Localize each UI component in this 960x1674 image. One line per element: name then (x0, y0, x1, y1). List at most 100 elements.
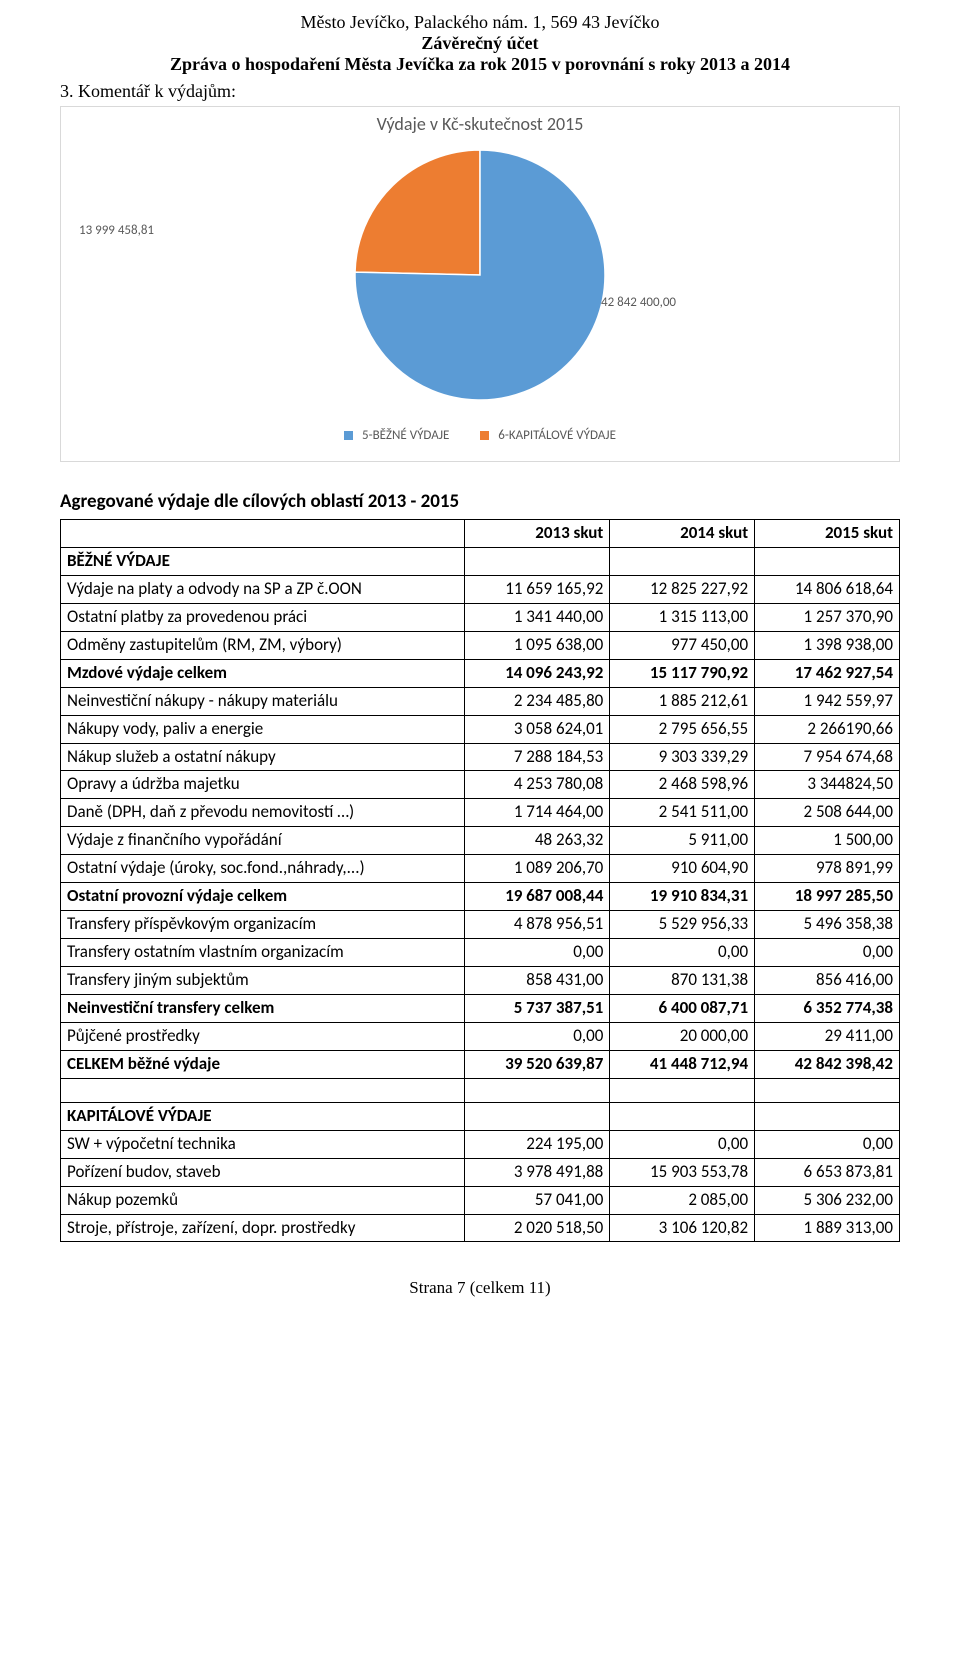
row-val-2015: 1 889 313,00 (755, 1214, 900, 1242)
row-val-2013: 11 659 165,92 (465, 575, 610, 603)
row-val-2014: 5 529 956,33 (610, 911, 755, 939)
row-label: Stroje, přístroje, zařízení, dopr. prost… (61, 1214, 465, 1242)
row-val-2015: 6 352 774,38 (755, 994, 900, 1022)
row-val-2014: 0,00 (610, 939, 755, 967)
row-label: Transfery jiným subjektům (61, 967, 465, 995)
row-val-2013: 1 095 638,00 (465, 631, 610, 659)
table-row: SW + výpočetní technika224 195,000,000,0… (61, 1130, 900, 1158)
legend-item-bezne: 5-BĚŽNÉ VÝDAJE (344, 428, 449, 443)
table-row: Opravy a údržba majetku4 253 780,082 468… (61, 771, 900, 799)
row-val-2013: 48 263,32 (465, 827, 610, 855)
chart-legend: 5-BĚŽNÉ VÝDAJE 6-KAPITÁLOVÉ VÝDAJE (71, 428, 889, 443)
row-val-2015: 0,00 (755, 1130, 900, 1158)
pie-slice-label-bezne: 42 842 400,00 (601, 295, 676, 310)
row-val-2013: 3 058 624,01 (465, 715, 610, 743)
row-label: Daně (DPH, daň z převodu nemovitostí …) (61, 799, 465, 827)
table-row: CELKEM běžné výdaje39 520 639,8741 448 7… (61, 1050, 900, 1078)
row-val-2013: 39 520 639,87 (465, 1050, 610, 1078)
row-label: Půjčené prostředky (61, 1022, 465, 1050)
table-row: Neinvestiční transfery celkem5 737 387,5… (61, 994, 900, 1022)
row-val-2014: 5 911,00 (610, 827, 755, 855)
row-val-2014: 20 000,00 (610, 1022, 755, 1050)
chart-title: Výdaje v Kč-skutečnost 2015 (71, 113, 889, 135)
row-val-2013: 19 687 008,44 (465, 883, 610, 911)
row-val-2015: 1 500,00 (755, 827, 900, 855)
row-val-2014: 9 303 339,29 (610, 743, 755, 771)
row-val-2015: 42 842 398,42 (755, 1050, 900, 1078)
row-val-2015: 18 997 285,50 (755, 883, 900, 911)
row-label: Odměny zastupitelům (RM, ZM, výbory) (61, 631, 465, 659)
table-section-header: BĚŽNÉ VÝDAJE (61, 547, 900, 575)
row-val-2014: 1 885 212,61 (610, 687, 755, 715)
table-row: Neinvestiční nákupy - nákupy materiálu2 … (61, 687, 900, 715)
table-row: Mzdové výdaje celkem14 096 243,9215 117 … (61, 659, 900, 687)
row-val-2014: 12 825 227,92 (610, 575, 755, 603)
row-val-2015: 2 266190,66 (755, 715, 900, 743)
col-header-2014: 2014 skut (610, 520, 755, 548)
row-val-2015: 3 344824,50 (755, 771, 900, 799)
row-val-2014: 910 604,90 (610, 855, 755, 883)
row-label: Ostatní provozní výdaje celkem (61, 883, 465, 911)
row-val-2013: 858 431,00 (465, 967, 610, 995)
row-val-2015: 1 257 370,90 (755, 603, 900, 631)
table-row: Ostatní výdaje (úroky, soc.fond.,náhrady… (61, 855, 900, 883)
row-val-2014: 3 106 120,82 (610, 1214, 755, 1242)
row-val-2015: 978 891,99 (755, 855, 900, 883)
table-row: Ostatní platby za provedenou práci1 341 … (61, 603, 900, 631)
row-val-2014: 41 448 712,94 (610, 1050, 755, 1078)
row-val-2014: 0,00 (610, 1130, 755, 1158)
row-val-2015: 29 411,00 (755, 1022, 900, 1050)
row-val-2013: 4 253 780,08 (465, 771, 610, 799)
row-val-2015: 7 954 674,68 (755, 743, 900, 771)
row-val-2015: 5 306 232,00 (755, 1186, 900, 1214)
row-val-2014: 2 085,00 (610, 1186, 755, 1214)
row-label: Transfery příspěvkovým organizacím (61, 911, 465, 939)
row-val-2013: 0,00 (465, 1022, 610, 1050)
table-row: Transfery ostatním vlastním organizacím0… (61, 939, 900, 967)
row-val-2015: 856 416,00 (755, 967, 900, 995)
row-label: Neinvestiční nákupy - nákupy materiálu (61, 687, 465, 715)
expenses-pie-chart: Výdaje v Kč-skutečnost 2015 13 999 458,8… (60, 106, 900, 462)
row-val-2014: 2 795 656,55 (610, 715, 755, 743)
table-row: Transfery jiným subjektům858 431,00870 1… (61, 967, 900, 995)
table-row: Daně (DPH, daň z převodu nemovitostí …)1… (61, 799, 900, 827)
row-val-2015: 1 398 938,00 (755, 631, 900, 659)
row-label: CELKEM běžné výdaje (61, 1050, 465, 1078)
row-label: Výdaje z finančního vypořádání (61, 827, 465, 855)
section-label: BĚŽNÉ VÝDAJE (61, 547, 465, 575)
table-row: Výdaje z finančního vypořádání48 263,325… (61, 827, 900, 855)
table-row: Stroje, přístroje, zařízení, dopr. prost… (61, 1214, 900, 1242)
table-row: Transfery příspěvkovým organizacím4 878 … (61, 911, 900, 939)
table-row: Odměny zastupitelům (RM, ZM, výbory)1 09… (61, 631, 900, 659)
legend-item-kapitalove: 6-KAPITÁLOVÉ VÝDAJE (480, 428, 616, 443)
legend-swatch-kapitalove (480, 431, 489, 440)
col-header-2013: 2013 skut (465, 520, 610, 548)
expenses-table: 2013 skut 2014 skut 2015 skut BĚŽNÉ VÝDA… (60, 519, 900, 1242)
row-val-2013: 224 195,00 (465, 1130, 610, 1158)
pie-slice-label-kapitalove: 13 999 458,81 (79, 223, 154, 238)
row-val-2014: 6 400 087,71 (610, 994, 755, 1022)
row-val-2015: 0,00 (755, 939, 900, 967)
row-label: Opravy a údržba majetku (61, 771, 465, 799)
page-footer: Strana 7 (celkem 11) (60, 1278, 900, 1298)
row-val-2013: 5 737 387,51 (465, 994, 610, 1022)
row-val-2014: 1 315 113,00 (610, 603, 755, 631)
row-val-2013: 7 288 184,53 (465, 743, 610, 771)
row-val-2013: 3 978 491,88 (465, 1158, 610, 1186)
row-val-2013: 1 089 206,70 (465, 855, 610, 883)
aggregated-expenses-title: Agregované výdaje dle cílových oblastí 2… (60, 490, 900, 513)
table-section-header: KAPITÁLOVÉ VÝDAJE (61, 1102, 900, 1130)
row-label: Ostatní platby za provedenou práci (61, 603, 465, 631)
row-val-2013: 4 878 956,51 (465, 911, 610, 939)
row-val-2013: 1 341 440,00 (465, 603, 610, 631)
row-val-2015: 17 462 927,54 (755, 659, 900, 687)
row-label: Výdaje na platy a odvody na SP a ZP č.OO… (61, 575, 465, 603)
row-label: Ostatní výdaje (úroky, soc.fond.,náhrady… (61, 855, 465, 883)
table-row: Pořízení budov, staveb3 978 491,8815 903… (61, 1158, 900, 1186)
table-row: Výdaje na platy a odvody na SP a ZP č.OO… (61, 575, 900, 603)
legend-swatch-bezne (344, 431, 353, 440)
row-val-2014: 15 117 790,92 (610, 659, 755, 687)
header-subtitle: Zpráva o hospodaření Města Jevíčka za ro… (60, 54, 900, 75)
document-header: Město Jevíčko, Palackého nám. 1, 569 43 … (60, 12, 900, 75)
row-val-2013: 14 096 243,92 (465, 659, 610, 687)
